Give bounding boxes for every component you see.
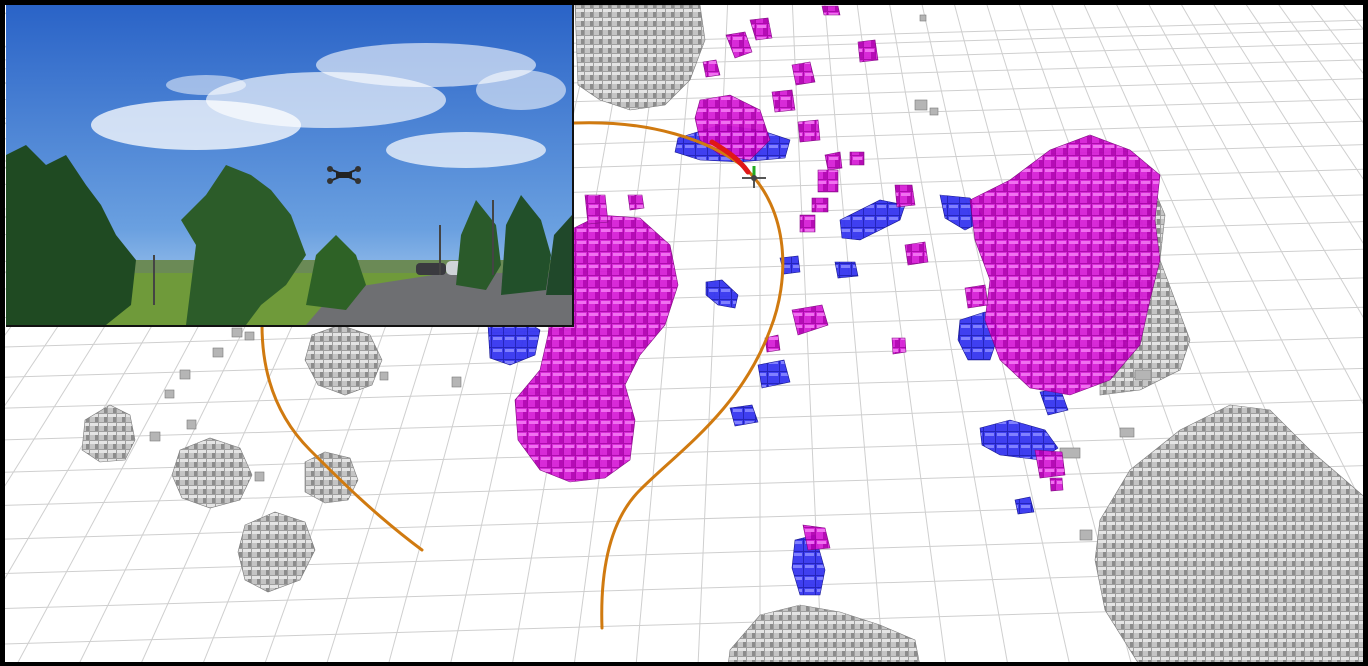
planned-trajectories [260,121,785,630]
static-cluster-topleft [574,4,706,111]
trees [6,145,572,325]
static-cluster-left [81,404,136,463]
static-cluster-round-1 [304,324,383,396]
trajectory-right [572,121,785,630]
trajectory-left [260,323,424,552]
camera-feed-image [6,5,572,325]
static-cluster-mid-1 [171,437,253,509]
trajectory-active-segment [709,139,751,175]
camera-feed-inset [6,5,574,327]
scattered-voxels [149,14,1152,541]
static-cluster-mid-2 [304,451,359,504]
static-cluster-bottom-center [727,604,921,666]
clouds [91,43,566,168]
quadcopter-icon [327,166,361,184]
dynamic-cluster-right [969,134,1161,396]
static-cluster-right-large [1094,404,1368,666]
poles [153,200,494,305]
drone-axes-icon [742,166,766,188]
static-cluster-bottom [237,511,316,593]
